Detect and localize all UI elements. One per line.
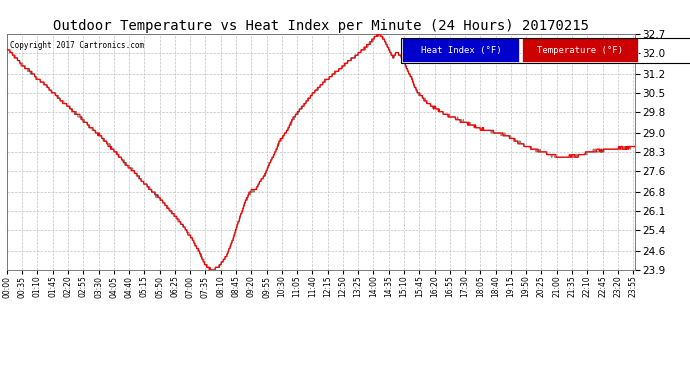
Text: Heat Index (°F): Heat Index (°F) (421, 46, 501, 55)
FancyBboxPatch shape (522, 39, 638, 62)
FancyBboxPatch shape (402, 39, 519, 62)
Title: Outdoor Temperature vs Heat Index per Minute (24 Hours) 20170215: Outdoor Temperature vs Heat Index per Mi… (53, 19, 589, 33)
Text: Copyright 2017 Cartronics.com: Copyright 2017 Cartronics.com (10, 41, 144, 50)
Text: Temperature (°F): Temperature (°F) (538, 46, 623, 55)
